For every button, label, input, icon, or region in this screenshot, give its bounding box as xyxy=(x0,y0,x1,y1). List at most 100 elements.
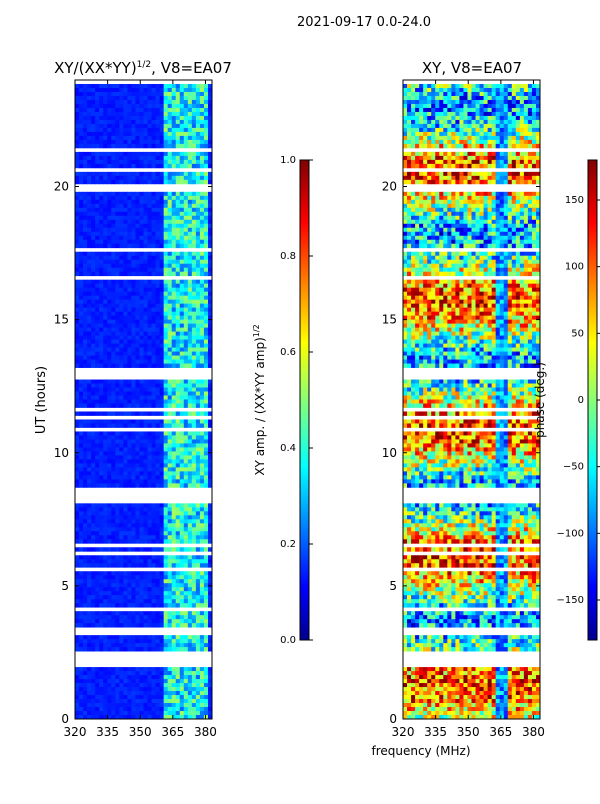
amp-cell xyxy=(180,539,184,543)
phase-cell xyxy=(431,84,435,88)
amp-cell xyxy=(123,292,127,296)
amp-cell xyxy=(184,403,188,407)
amp-cell xyxy=(192,643,196,647)
amp-cell xyxy=(160,292,164,296)
amp-cell xyxy=(115,443,119,447)
amp-cell xyxy=(184,316,188,320)
amp-cell xyxy=(131,411,135,415)
amp-cell xyxy=(152,535,156,539)
amp-cell xyxy=(176,192,180,196)
phase-cell xyxy=(415,96,419,100)
amp-cell xyxy=(131,423,135,427)
phase-cell xyxy=(467,124,471,128)
amp-cell xyxy=(79,88,83,92)
amp-cell xyxy=(156,216,160,220)
amp-cell xyxy=(200,403,204,407)
amp-cell xyxy=(152,352,156,356)
amp-cell xyxy=(144,388,148,392)
amp-cell xyxy=(115,507,119,511)
amp-cell xyxy=(127,671,131,675)
amp-cell xyxy=(184,192,188,196)
amp-cell xyxy=(204,328,208,332)
amp-cell xyxy=(176,200,180,204)
amp-cell xyxy=(144,667,148,671)
amp-cell xyxy=(115,639,119,643)
amp-cell xyxy=(135,575,139,579)
amp-cell xyxy=(196,707,200,711)
amp-cell xyxy=(83,200,87,204)
phase-cell xyxy=(411,84,415,88)
amp-cell xyxy=(103,419,107,423)
amp-cell xyxy=(111,144,115,148)
amp-cell xyxy=(131,599,135,603)
amp-cell xyxy=(156,396,160,400)
amp-cell xyxy=(196,288,200,292)
amp-cell xyxy=(79,216,83,220)
amp-cell xyxy=(75,228,79,232)
amp-cell xyxy=(127,160,131,164)
amp-cell xyxy=(87,447,91,451)
amp-cell xyxy=(168,116,172,120)
amp-cell xyxy=(139,320,143,324)
amp-cell xyxy=(184,304,188,308)
amp-cell xyxy=(91,711,95,715)
amp-cell xyxy=(107,507,111,511)
amp-cell xyxy=(79,503,83,507)
amp-cell xyxy=(156,292,160,296)
amp-cell xyxy=(192,240,196,244)
amp-cell xyxy=(188,244,192,248)
amp-cell xyxy=(156,324,160,328)
amp-cell xyxy=(127,683,131,687)
amp-cell xyxy=(87,507,91,511)
amp-cell xyxy=(103,439,107,443)
amp-cell xyxy=(160,687,164,691)
amp-cell xyxy=(87,475,91,479)
amp-cell xyxy=(156,272,160,276)
amp-cell xyxy=(139,232,143,236)
amp-cell xyxy=(139,356,143,360)
amp-cell xyxy=(144,635,148,639)
amp-cell xyxy=(156,411,160,415)
amp-cell xyxy=(152,711,156,715)
amp-cell xyxy=(99,268,103,272)
amp-cell xyxy=(83,403,87,407)
amp-cell xyxy=(99,511,103,515)
amp-cell xyxy=(123,268,127,272)
amp-cell xyxy=(152,384,156,388)
amp-cell xyxy=(152,232,156,236)
amp-cell xyxy=(168,112,172,116)
amp-cell xyxy=(79,555,83,559)
amp-cell xyxy=(184,703,188,707)
amp-cell xyxy=(156,527,160,531)
phase-cell xyxy=(439,92,443,96)
amp-cell xyxy=(200,623,204,627)
amp-cell xyxy=(95,559,99,563)
amp-cell xyxy=(172,384,176,388)
amp-cell xyxy=(99,332,103,336)
amp-cell xyxy=(192,575,196,579)
amp-cell xyxy=(152,423,156,427)
amp-cell xyxy=(103,447,107,451)
amp-cell xyxy=(91,707,95,711)
amp-cell xyxy=(192,332,196,336)
amp-cell xyxy=(168,308,172,312)
amp-heatmap xyxy=(75,84,212,719)
amp-cell xyxy=(196,200,200,204)
amp-cell xyxy=(152,272,156,276)
amp-cell xyxy=(168,611,172,615)
amp-cell xyxy=(188,240,192,244)
amp-cell xyxy=(139,196,143,200)
amp-cell xyxy=(119,364,123,368)
amp-cell xyxy=(139,112,143,116)
amp-cell xyxy=(184,683,188,687)
amp-cell xyxy=(156,479,160,483)
amp-cell xyxy=(87,403,91,407)
amp-cell xyxy=(144,623,148,627)
amp-cell xyxy=(103,308,107,312)
amp-cell xyxy=(135,431,139,435)
amp-cell xyxy=(83,236,87,240)
amp-cell xyxy=(127,328,131,332)
amp-cell xyxy=(83,591,87,595)
amp-cell xyxy=(184,467,188,471)
amp-cell xyxy=(160,431,164,435)
